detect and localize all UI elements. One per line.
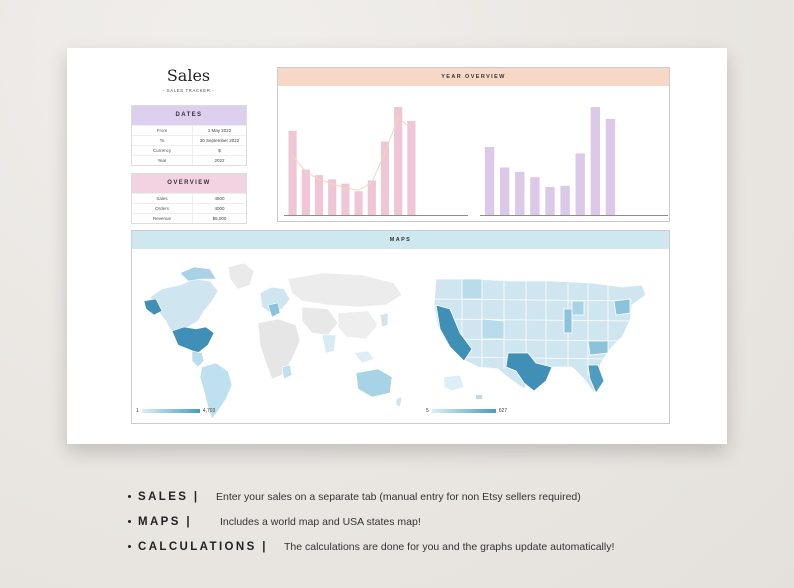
usa-map	[433, 278, 647, 399]
dates-row: Currency $	[132, 145, 246, 155]
feature-maps: MAPS | Includes a world map and USA stat…	[128, 509, 614, 534]
maps-panel: MAPS	[131, 230, 670, 424]
dates-header: DATES	[132, 106, 246, 125]
world-legend: 1 4,703	[136, 408, 215, 414]
overview-label: Revenue	[132, 214, 193, 223]
sales-bar	[380, 141, 390, 215]
orders-bar	[515, 171, 525, 215]
sales-bar-chart	[284, 107, 468, 216]
page-subtitle: - SALES TRACKER -	[162, 88, 215, 93]
usa-legend-max: 627	[498, 408, 508, 414]
overview-row: Sales 4500	[132, 193, 246, 203]
dates-value[interactable]: 2022	[214, 158, 225, 163]
overview-row: Revenue $5,000	[132, 213, 246, 223]
orders-bar	[605, 118, 616, 215]
dates-label: Year	[132, 156, 193, 165]
orders-bar	[530, 177, 540, 215]
feature-name: CALCULATIONS |	[138, 540, 268, 553]
dates-value[interactable]: $	[218, 148, 221, 153]
dates-label: Currency	[132, 146, 193, 155]
year-overview-charts	[284, 107, 668, 216]
year-overview-header: YEAR OVERVIEW	[278, 68, 669, 86]
dates-row: To 30 September 2022	[132, 135, 246, 145]
overview-value[interactable]: 4500	[214, 196, 225, 201]
bullet-icon	[128, 495, 131, 498]
bullet-icon	[128, 520, 131, 523]
sales-bar	[394, 107, 403, 215]
dates-row: From 1 May 2022	[132, 125, 246, 135]
orders-bar	[499, 167, 510, 215]
sales-bar	[354, 191, 363, 215]
usa-legend-gradient	[431, 409, 496, 413]
dates-row: Year 2022	[132, 155, 246, 165]
feature-desc: The calculations are done for you and th…	[284, 540, 615, 553]
overview-row: Orders 4000	[132, 203, 246, 213]
world-legend-gradient	[141, 409, 200, 413]
maps-header: MAPS	[132, 231, 669, 249]
overview-box: OVERVIEW Sales 4500 Orders 4000 Revenue $5,00…	[131, 173, 247, 224]
sales-bar	[407, 121, 416, 215]
sales-bar	[328, 179, 337, 215]
sales-bar	[314, 175, 324, 215]
sales-bar	[288, 130, 297, 215]
world-legend-max: 4,703	[202, 408, 216, 414]
orders-bar	[590, 107, 601, 215]
feature-calculations: CALCULATIONS | The calculations are done…	[128, 534, 614, 559]
overview-label: Orders	[132, 204, 193, 213]
dates-label: From	[132, 126, 193, 135]
dates-label: To	[132, 136, 193, 145]
overview-value[interactable]: $5,000	[212, 216, 227, 221]
world-map	[143, 262, 403, 420]
world-legend-min: 1	[136, 408, 139, 414]
sales-bar	[341, 183, 350, 215]
sales-trend-line	[292, 116, 412, 191]
orders-bar	[575, 153, 585, 215]
bullet-icon	[128, 545, 131, 548]
orders-bar	[484, 146, 495, 215]
overview-value[interactable]: 4000	[214, 206, 225, 211]
usa-legend-min: 5	[426, 408, 429, 414]
overview-label: Sales	[132, 194, 193, 203]
feature-name: SALES |	[138, 490, 200, 503]
feature-name: MAPS |	[138, 515, 193, 528]
feature-desc: Enter your sales on a separate tab (manu…	[216, 490, 581, 503]
dates-value[interactable]: 1 May 2022	[207, 128, 232, 133]
usa-legend: 5 627	[426, 408, 507, 414]
page-title: Sales	[166, 66, 211, 85]
dates-value[interactable]: 30 September 2022	[199, 138, 240, 143]
feature-list: SALES | Enter your sales on a separate t…	[128, 484, 614, 559]
feature-sales: SALES | Enter your sales on a separate t…	[128, 484, 614, 509]
year-overview-panel: YEAR OVERVIEW	[277, 67, 670, 222]
sales-bar	[367, 180, 376, 215]
feature-desc: Includes a world map and USA states map!	[220, 515, 421, 528]
dates-box: DATES From 1 May 2022 To 30 September 2022 C…	[131, 105, 247, 166]
orders-bar	[545, 186, 555, 215]
orders-bar-chart	[480, 107, 668, 216]
orders-bar	[560, 185, 570, 215]
sales-bar	[301, 169, 310, 215]
overview-header: OVERVIEW	[132, 174, 246, 193]
maps-canvas	[143, 262, 647, 420]
